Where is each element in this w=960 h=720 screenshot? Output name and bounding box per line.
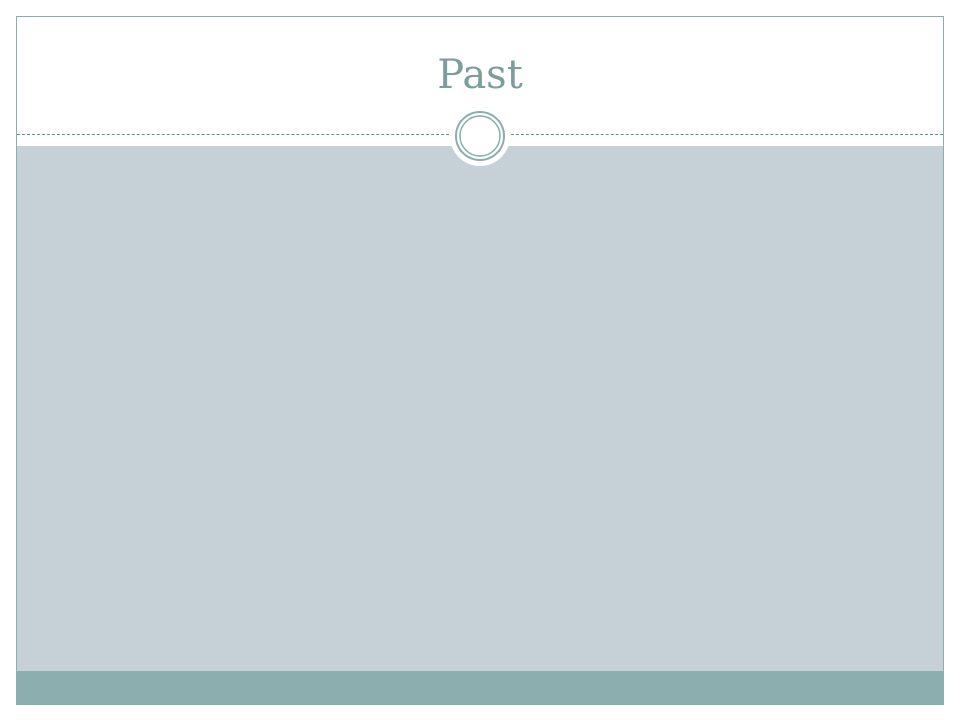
slide: Past — [16, 16, 944, 705]
footer-band — [17, 671, 943, 704]
double-ring-circle-icon — [450, 106, 510, 166]
content-placeholder[interactable] — [17, 146, 943, 671]
slide-title: Past — [437, 52, 523, 98]
